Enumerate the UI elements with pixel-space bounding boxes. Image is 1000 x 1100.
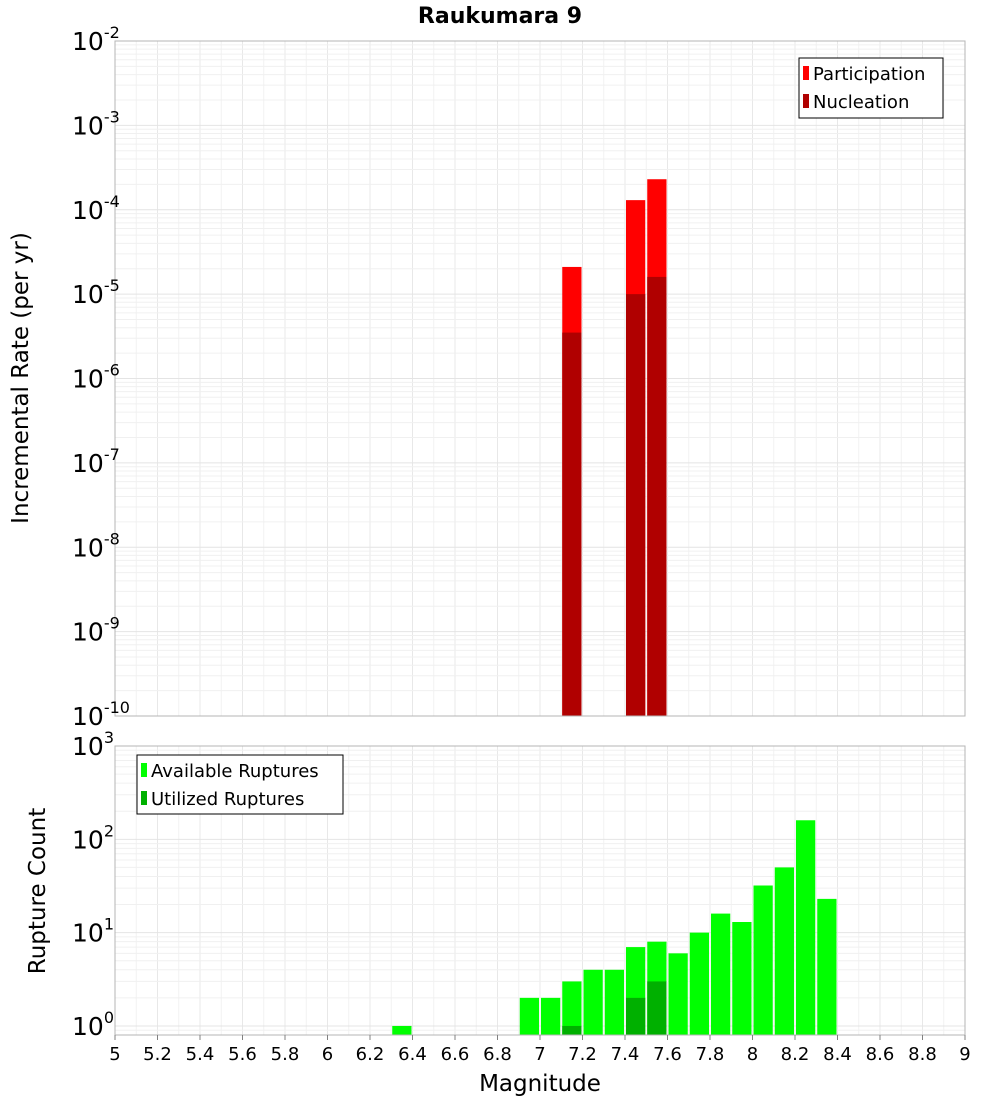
x-tick-label: 6.8	[483, 1044, 512, 1065]
y-tick-label: 10-6	[72, 361, 120, 394]
y-tick-label: 103	[72, 728, 114, 761]
y-tick-label: 10-9	[72, 614, 120, 647]
x-tick-label: 7.6	[653, 1044, 682, 1065]
x-tick-label: 5	[109, 1044, 120, 1065]
x-axis-label: Magnitude	[479, 1071, 601, 1097]
x-tick-label: 7	[534, 1044, 545, 1065]
bottom-plot-bars	[392, 820, 837, 1035]
bar-overlay-utilized-ruptures	[626, 997, 646, 1035]
y-tick-label: 10-8	[72, 529, 120, 562]
bar-available-ruptures	[583, 969, 603, 1035]
chart-title: Raukumara 9	[418, 4, 582, 29]
y-tick-label: 102	[72, 821, 114, 854]
bottom-y-axis-label: Rupture Count	[25, 808, 51, 974]
bar-available-ruptures	[796, 820, 816, 1035]
x-tick-label: 7.4	[611, 1044, 640, 1065]
bar-overlay-nucleation	[562, 332, 582, 716]
bar-available-ruptures	[711, 913, 731, 1035]
x-tick-label: 8.6	[866, 1044, 895, 1065]
bar-available-ruptures	[392, 1025, 412, 1035]
bottom-legend: Available Ruptures Utilized Ruptures	[136, 754, 344, 815]
y-tick-label: 100	[72, 1008, 114, 1041]
bar-overlay-utilized-ruptures	[562, 1025, 582, 1035]
x-tick-label: 8.4	[823, 1044, 852, 1065]
top-plot-frame	[114, 40, 966, 717]
bottom-y-ticks: 100 101 102 103	[72, 728, 114, 1041]
legend-box	[136, 754, 344, 815]
bar-overlay-utilized-ruptures	[647, 981, 667, 1035]
y-tick-label: 101	[72, 915, 114, 948]
bar-available-ruptures	[541, 997, 561, 1035]
x-tick-label: 5.2	[143, 1044, 172, 1065]
bar-available-ruptures	[817, 898, 837, 1035]
bar-available-ruptures	[604, 969, 624, 1035]
legend-label: Utilized Ruptures	[151, 789, 304, 810]
x-tick-label: 6.4	[398, 1044, 427, 1065]
y-tick-label: 10-10	[72, 698, 130, 731]
legend-swatch	[141, 763, 147, 777]
bar-available-ruptures	[519, 997, 539, 1035]
x-tick-label: 7.8	[696, 1044, 725, 1065]
y-tick-label: 10-5	[72, 276, 120, 309]
legend-swatch	[141, 791, 147, 805]
legend-label: Participation	[813, 64, 925, 85]
x-tick-label: 8	[747, 1044, 758, 1065]
legend-label: Available Ruptures	[151, 761, 319, 782]
bar-overlay-nucleation	[626, 294, 646, 716]
top-legend: Participation Nucleation	[798, 57, 944, 119]
bar-available-ruptures	[732, 922, 752, 1035]
bar-available-ruptures	[774, 867, 794, 1035]
bar-overlay-nucleation	[647, 276, 667, 716]
legend-swatch	[803, 66, 809, 80]
bar-available-ruptures	[753, 885, 773, 1035]
y-tick-label: 10-2	[72, 23, 120, 56]
top-plot-bars	[562, 179, 667, 716]
x-tick-label: 7.2	[568, 1044, 597, 1065]
x-tick-label: 6.6	[441, 1044, 470, 1065]
x-tick-label: 8.2	[781, 1044, 810, 1065]
y-tick-label: 10-4	[72, 192, 120, 225]
bar-available-ruptures	[689, 932, 709, 1035]
x-tick-label: 5.6	[228, 1044, 257, 1065]
x-tick-label: 5.8	[271, 1044, 300, 1065]
x-tick-label: 6	[322, 1044, 333, 1065]
legend-swatch	[803, 94, 809, 108]
x-tick-label: 9	[959, 1044, 970, 1065]
legend-label: Nucleation	[813, 92, 909, 113]
x-tick-label: 8.8	[908, 1044, 937, 1065]
bar-available-ruptures	[668, 953, 688, 1035]
top-plot-grid	[115, 41, 965, 716]
legend-box	[798, 57, 944, 119]
bar-available-ruptures	[562, 981, 582, 1035]
top-y-ticks: 10-10 10-9 10-8 10-7 10-6 10-5 10-4 10-3 10-2	[72, 23, 130, 731]
x-ticks: 5 5.2 5.4 5.6 5.8 6 6.2 6.4 6.6 6.8 7 7.2 7.4 7.6 7.8 8…	[109, 1035, 971, 1065]
x-tick-label: 6.2	[356, 1044, 385, 1065]
x-tick-label: 5.4	[186, 1044, 215, 1065]
y-tick-label: 10-7	[72, 445, 120, 478]
top-y-axis-label: Incremental Rate (per yr)	[8, 232, 34, 524]
y-tick-label: 10-3	[72, 107, 120, 140]
